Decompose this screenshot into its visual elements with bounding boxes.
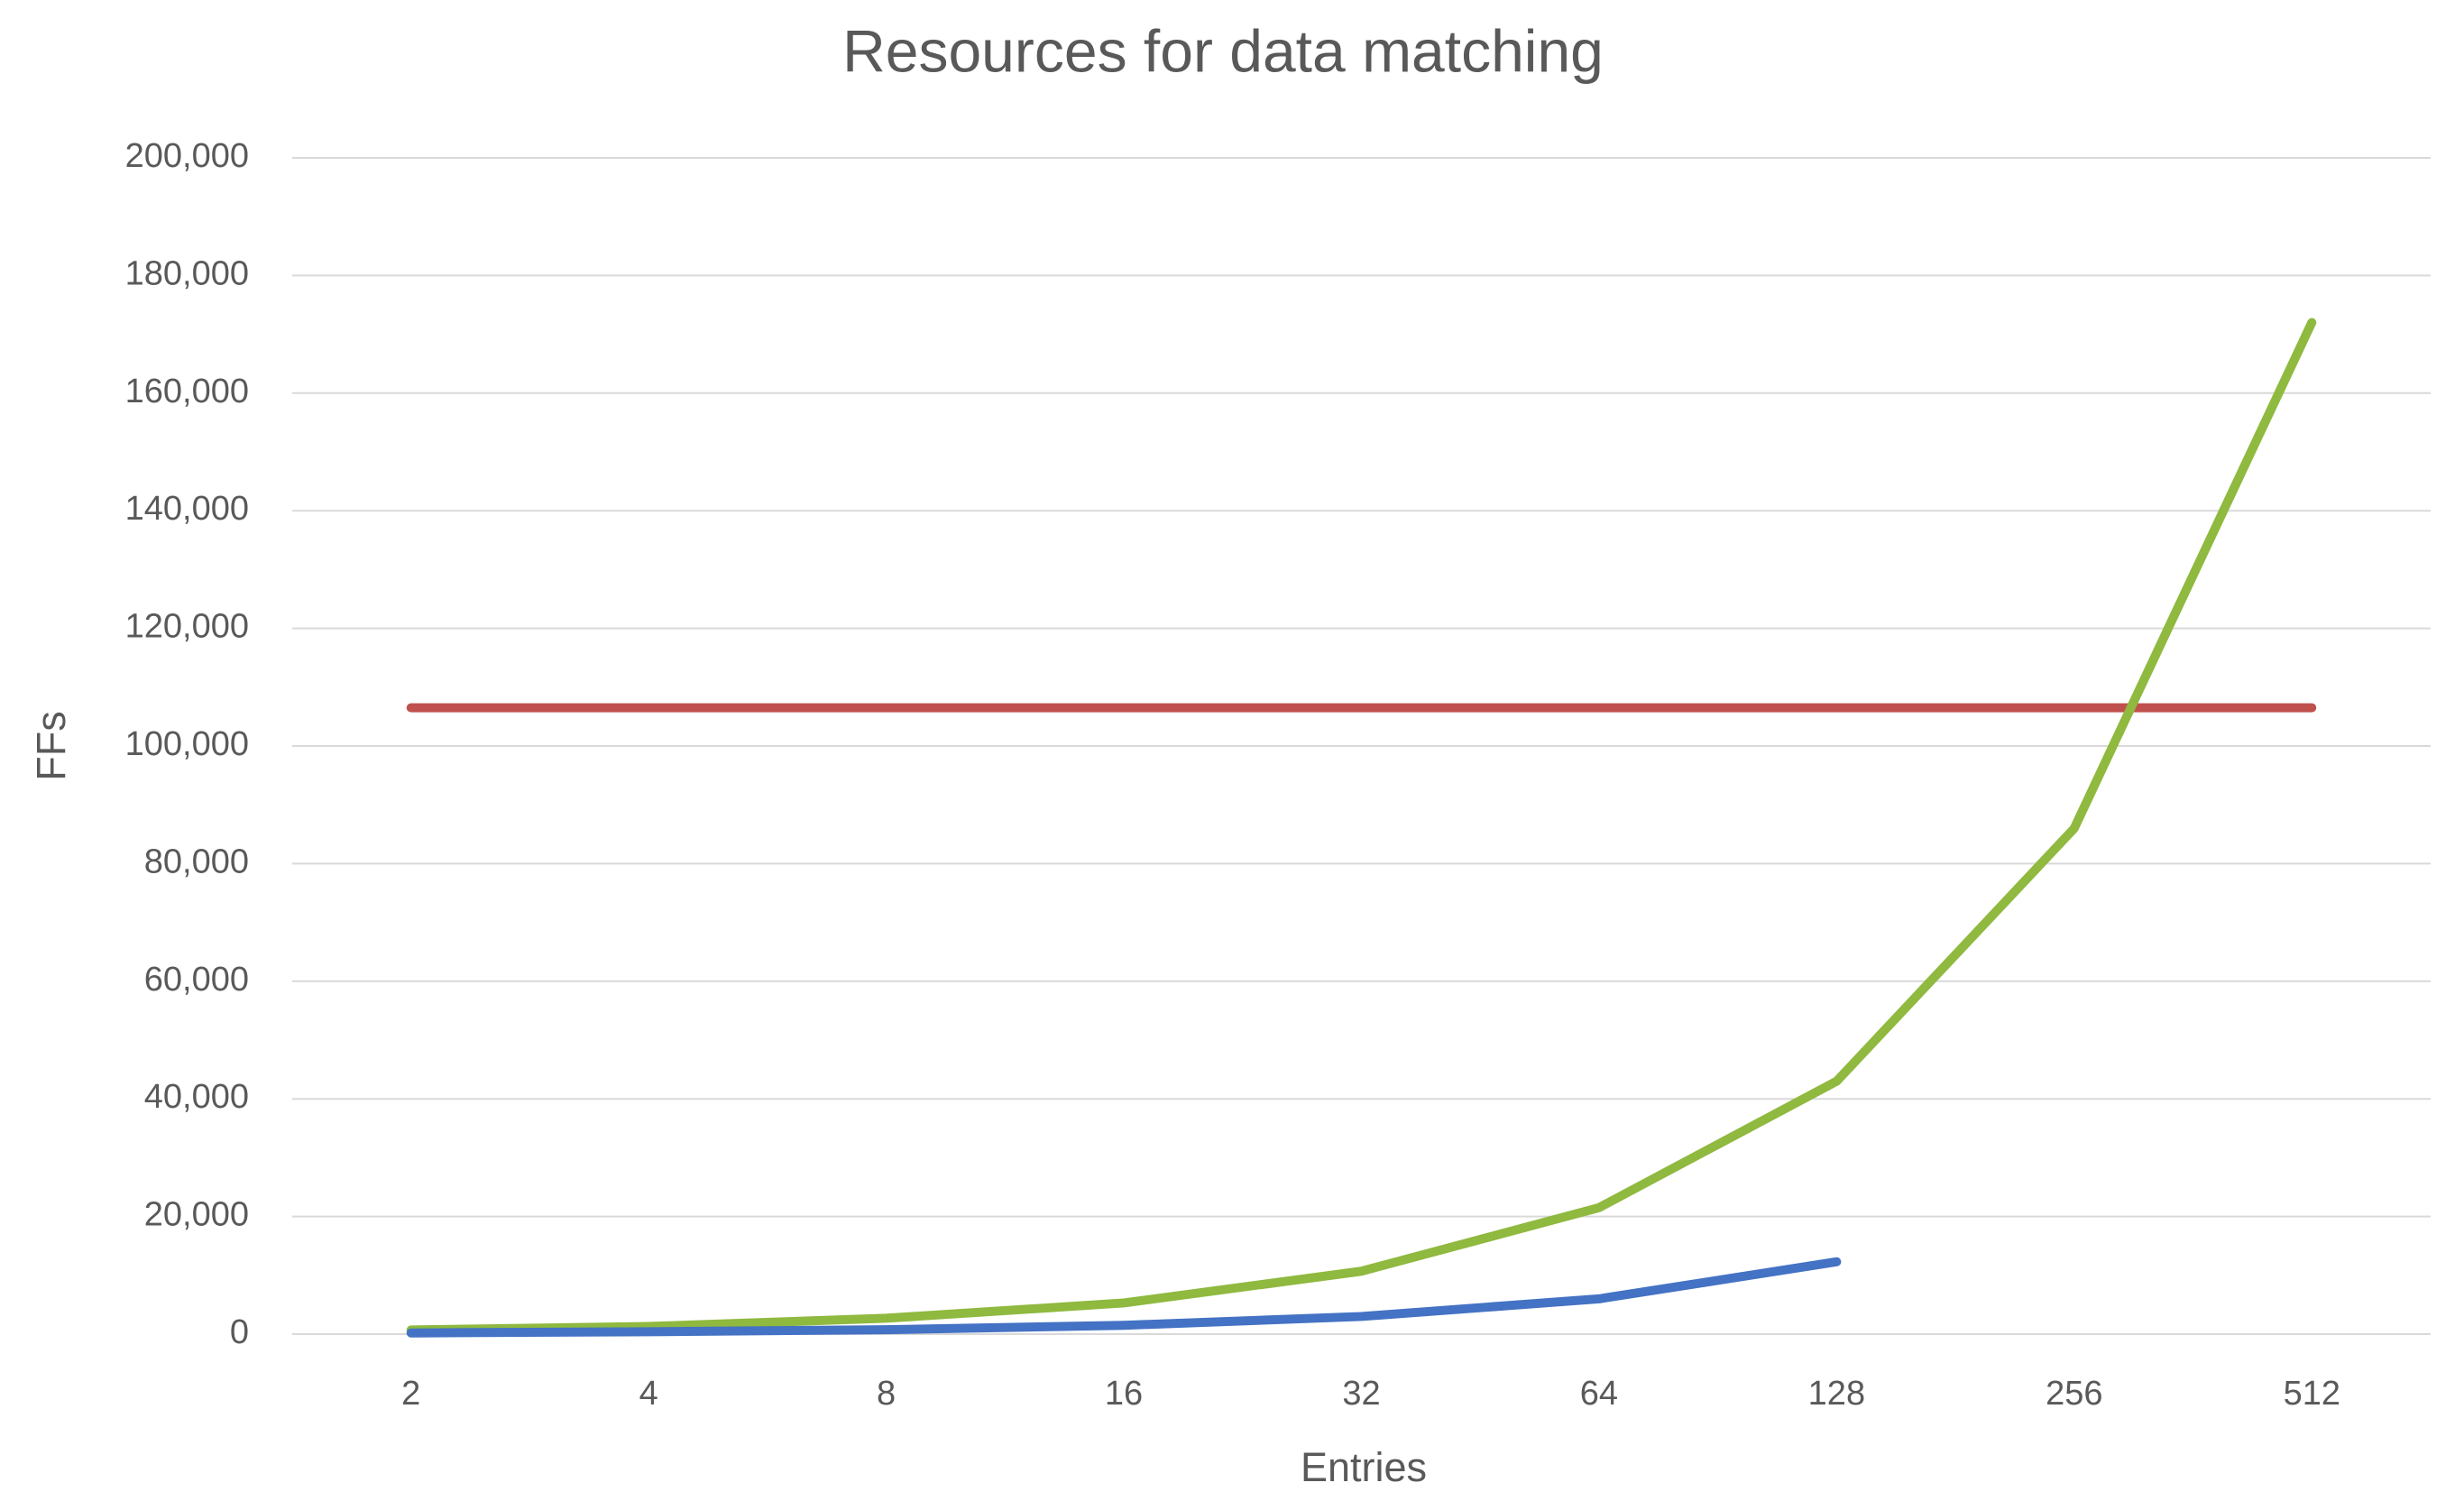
x-tick-label: 64: [1580, 1375, 1618, 1413]
x-tick-label: 256: [2046, 1375, 2102, 1413]
y-tick-label: 40,000: [144, 1078, 249, 1116]
x-tick-label: 8: [877, 1375, 896, 1413]
x-tick-label: 4: [639, 1375, 658, 1413]
y-axis-title: FFs: [28, 711, 74, 780]
x-tick-label: 16: [1105, 1375, 1143, 1413]
y-tick-label: 140,000: [125, 490, 249, 528]
y-tick-label: 100,000: [125, 725, 249, 763]
y-tick-label: 60,000: [144, 961, 249, 999]
y-tick-label: 80,000: [144, 843, 249, 880]
chart-title: Resources for data matching: [842, 17, 1604, 84]
series-line: [406, 318, 2317, 1335]
x-tick-label: 128: [1808, 1375, 1865, 1413]
series-line: [406, 1257, 1842, 1338]
y-tick-label: 200,000: [125, 137, 249, 175]
x-tick-label: 2: [401, 1375, 420, 1413]
y-tick-label: 0: [230, 1313, 249, 1351]
y-tick-label: 20,000: [144, 1196, 249, 1234]
y-tick-label: 160,000: [125, 373, 249, 410]
x-tick-label: 32: [1342, 1375, 1380, 1413]
y-tick-label: 180,000: [125, 254, 249, 292]
x-axis-title: Entries: [1301, 1444, 1427, 1490]
y-tick-label: 120,000: [125, 608, 249, 646]
x-tick-label: 512: [2284, 1375, 2340, 1413]
